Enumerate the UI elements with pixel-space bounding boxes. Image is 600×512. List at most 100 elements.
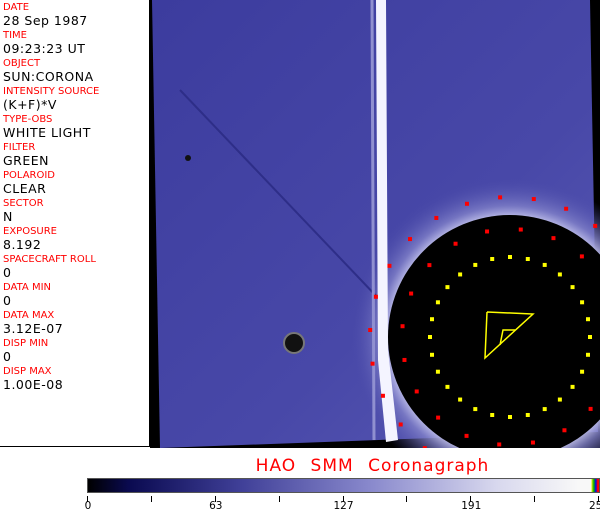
- colorbar-tick: [278, 496, 280, 502]
- sun-pointer-outline: [484, 311, 535, 360]
- occulting-disk: [388, 215, 600, 448]
- yellow-marker: [435, 300, 440, 305]
- field-value: WHITE LIGHT: [3, 125, 91, 140]
- field-value: 0: [3, 265, 12, 280]
- field-label: INTENSITY SOURCE: [3, 86, 100, 97]
- field-value: 0: [3, 349, 12, 364]
- field-value: 09:23:23 UT: [3, 41, 86, 56]
- colorbar-tick: [150, 496, 152, 502]
- red-marker: [414, 389, 419, 394]
- red-marker: [588, 406, 593, 411]
- field-label: TYPE-OBS: [3, 114, 53, 125]
- red-marker: [398, 422, 403, 427]
- colorbar-tick-label: 191: [461, 500, 482, 512]
- coronagraph-image: [150, 0, 600, 448]
- red-marker: [368, 328, 373, 333]
- yellow-marker: [580, 369, 585, 374]
- yellow-marker: [473, 262, 478, 267]
- red-marker: [497, 442, 502, 447]
- yellow-marker: [585, 352, 590, 357]
- red-marker: [530, 440, 535, 445]
- red-marker: [498, 195, 503, 200]
- yellow-marker: [542, 407, 547, 412]
- yellow-marker: [570, 384, 575, 389]
- header-field: OBJECT SUN:CORONA: [3, 58, 149, 84]
- field-label: DISP MAX: [3, 366, 52, 377]
- field-value: SUN:CORONA: [3, 69, 94, 84]
- yellow-marker: [557, 397, 562, 402]
- header-field: POLAROID CLEAR: [3, 170, 149, 196]
- field-label: DATA MAX: [3, 310, 55, 321]
- field-label: FILTER: [3, 142, 36, 153]
- dark-spot: [283, 332, 305, 354]
- plot-title: HAO SMM Coronagraph: [255, 456, 490, 476]
- red-marker: [485, 229, 490, 234]
- red-marker: [562, 428, 567, 433]
- yellow-marker: [445, 285, 450, 290]
- red-marker: [373, 294, 378, 299]
- header-panel: DATE 28 Sep 1987 TIME 09:23:23 UT OBJECT SUN:…: [0, 0, 150, 447]
- colorbar-tick-label: 255: [588, 500, 600, 512]
- colorbar: [87, 478, 600, 493]
- red-marker: [422, 446, 427, 448]
- red-marker: [453, 241, 458, 246]
- yellow-marker: [580, 300, 585, 305]
- yellow-marker: [428, 335, 432, 339]
- header-field: DISP MIN 0: [3, 338, 149, 364]
- yellow-marker: [445, 384, 450, 389]
- header-field: DATE 28 Sep 1987: [3, 2, 149, 28]
- colorbar-tick: [534, 496, 536, 502]
- yellow-marker: [508, 255, 512, 259]
- red-marker: [407, 237, 412, 242]
- red-marker: [564, 206, 569, 211]
- yellow-marker: [557, 272, 562, 277]
- red-marker: [464, 201, 469, 206]
- red-marker: [387, 263, 392, 268]
- yellow-marker: [570, 285, 575, 290]
- header-field: FILTER GREEN: [3, 142, 149, 168]
- field-value: (K+F)*V: [3, 97, 57, 112]
- field-label: DISP MIN: [3, 338, 49, 349]
- colorbar-tick-label: 127: [333, 500, 354, 512]
- header-field: TYPE-OBS WHITE LIGHT: [3, 114, 149, 140]
- header-field: SECTOR N: [3, 198, 149, 224]
- header-field: DATA MIN 0: [3, 282, 149, 308]
- sun-pointer-notch: [499, 329, 515, 346]
- header-field: SPACECRAFT ROLL 0: [3, 254, 149, 280]
- yellow-marker: [490, 412, 495, 417]
- yellow-marker: [458, 272, 463, 277]
- field-value: GREEN: [3, 153, 50, 168]
- field-label: OBJECT: [3, 58, 41, 69]
- red-marker: [531, 197, 536, 202]
- header-field: DISP MAX 1.00E-08: [3, 366, 149, 392]
- red-marker: [409, 291, 414, 296]
- header-field: INTENSITY SOURCE (K+F)*V: [3, 86, 149, 112]
- yellow-marker: [490, 257, 495, 262]
- field-value: 0: [3, 293, 12, 308]
- colorbar-tick: [214, 496, 216, 502]
- dark-spot: [185, 155, 191, 161]
- yellow-marker: [585, 317, 590, 322]
- header-field: TIME 09:23:23 UT: [3, 30, 149, 56]
- field-label: SPACECRAFT ROLL: [3, 254, 96, 265]
- field-label: SECTOR: [3, 198, 44, 209]
- red-marker: [402, 357, 407, 362]
- diagonal-streak: [179, 89, 381, 301]
- yellow-marker: [542, 262, 547, 267]
- yellow-marker: [473, 407, 478, 412]
- yellow-marker: [525, 257, 530, 262]
- yellow-marker: [430, 352, 435, 357]
- colorbar-tick: [406, 496, 408, 502]
- colorbar-tick: [470, 496, 472, 502]
- yellow-marker: [430, 317, 435, 322]
- colorbar-tick: [87, 496, 88, 502]
- colorbar-tick: [598, 496, 599, 502]
- header-field: DATA MAX 3.12E-07: [3, 310, 149, 336]
- field-label: POLAROID: [3, 170, 56, 181]
- field-value: CLEAR: [3, 181, 47, 196]
- field-value: 3.12E-07: [3, 321, 64, 336]
- red-marker: [400, 324, 405, 329]
- field-value: 1.00E-08: [3, 377, 64, 392]
- yellow-marker: [435, 369, 440, 374]
- red-marker: [380, 393, 385, 398]
